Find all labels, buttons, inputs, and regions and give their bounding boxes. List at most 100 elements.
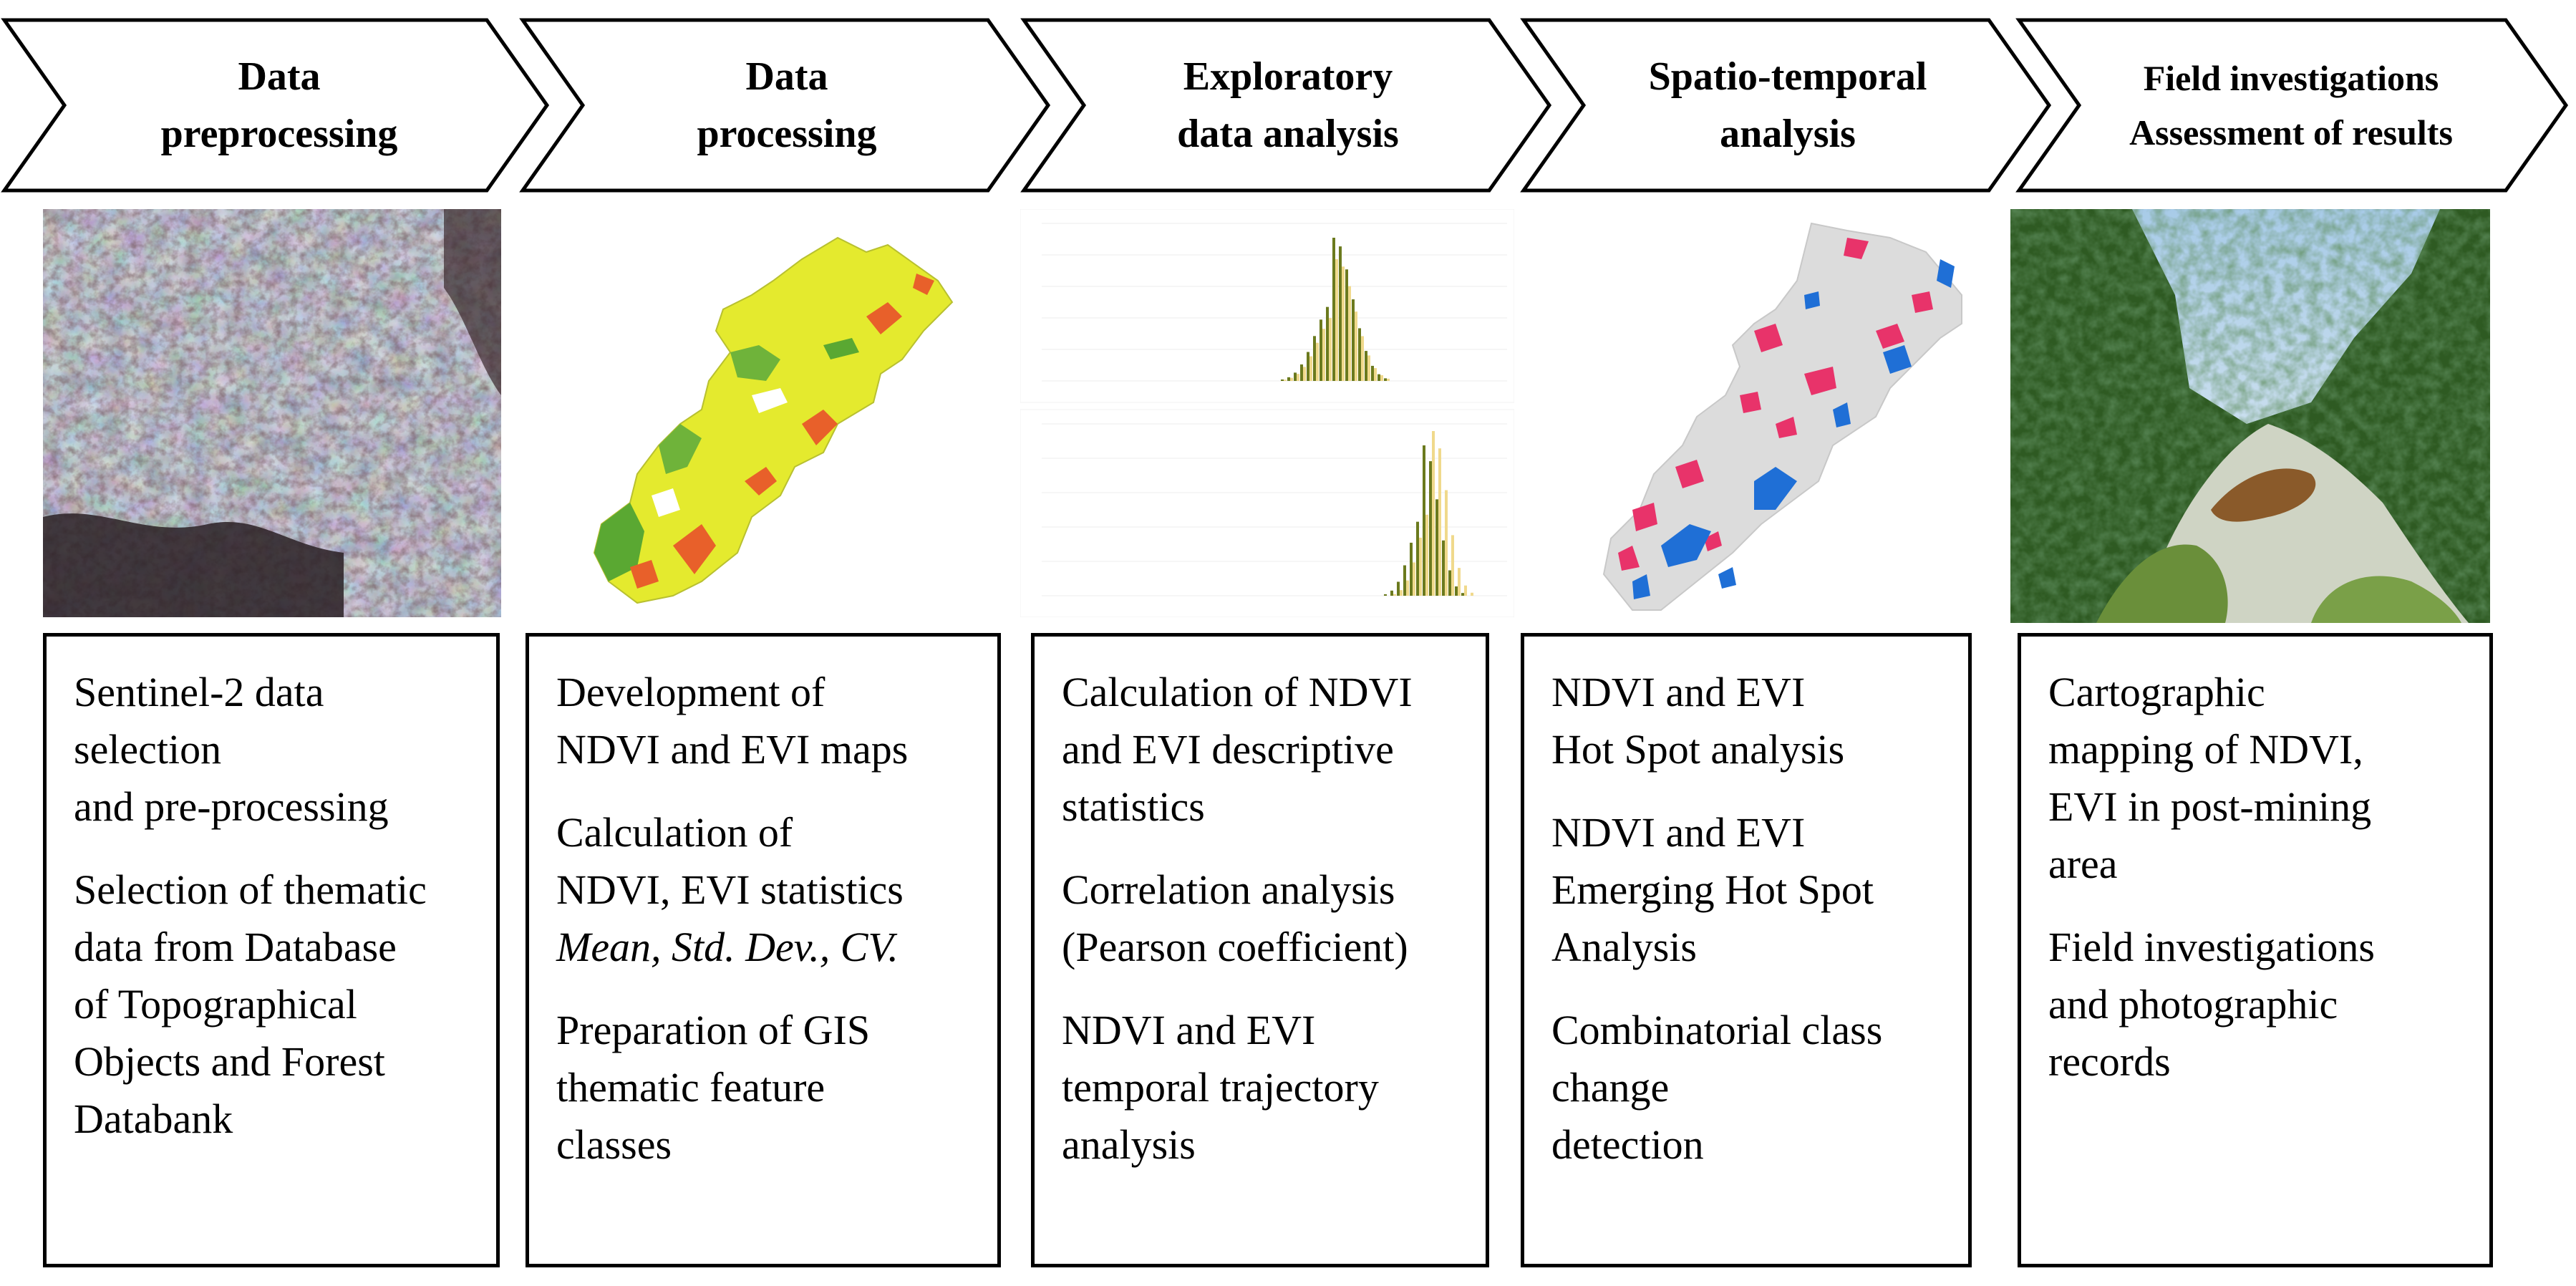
histogram-svg: [1020, 209, 1514, 617]
histogram-bar: [1423, 445, 1425, 596]
histogram-bar: [1361, 336, 1364, 381]
description-paragraph: Preparation of GIS thematic feature clas…: [556, 1007, 871, 1168]
histogram-bar: [1352, 299, 1355, 381]
ndvi-evi-map: [566, 209, 981, 617]
histogram-bar: [1458, 568, 1461, 596]
stage-3-description-box: Calculation of NDVI and EVI descriptive …: [1031, 633, 1489, 1267]
histogram-bar: [1377, 374, 1380, 381]
histogram-bar: [1387, 378, 1390, 381]
description-paragraph: Calculation of NDVI and EVI descriptive …: [1062, 669, 1413, 830]
sentinel-2-satellite-image: [43, 209, 501, 617]
stage-1-header: Data preprocessing: [0, 17, 551, 193]
histogram-bar: [1284, 379, 1287, 381]
stage-5-header: Field investigations Assessment of resul…: [2005, 17, 2569, 193]
description-paragraph: Selection of thematic data from Database…: [74, 866, 427, 1142]
statistics-list: Mean, Std. Dev., CV.: [556, 924, 899, 970]
histogram-bar: [1345, 269, 1348, 381]
histogram-bar: [1303, 367, 1306, 381]
histogram-bar: [1309, 356, 1312, 381]
histogram-bar: [1367, 355, 1370, 381]
histogram-bar: [1397, 581, 1400, 596]
histogram-bar: [1294, 372, 1297, 381]
histogram-bar: [1403, 565, 1406, 596]
description-paragraph: NDVI and EVI temporal trajectory analysi…: [1062, 1007, 1379, 1168]
histogram-bar: [1281, 379, 1284, 381]
stage-1-title: Data preprocessing: [160, 54, 398, 156]
histogram-bar: [1393, 594, 1396, 596]
description-paragraph: NDVI and EVI Emerging Hot Spot Analysis: [1551, 809, 1874, 970]
histogram-bar: [1316, 342, 1319, 381]
histogram-bar: [1322, 329, 1325, 381]
stage-5-description-box: Cartographic mapping of NDVI, EVI in pos…: [2018, 633, 2493, 1267]
histogram-bar: [1425, 514, 1428, 596]
histogram-bar: [1300, 364, 1303, 381]
chevron-shape: [1020, 18, 1552, 193]
stage-1-description-box: Sentinel-2 data selection and pre-proces…: [43, 633, 500, 1267]
stage-5-title: Field investigations Assessment of resul…: [2129, 58, 2453, 153]
chevron-shape: [519, 18, 1051, 193]
stage-4-description-box: NDVI and EVI Hot Spot analysis NDVI and …: [1521, 633, 1972, 1267]
description-paragraph: Cartographic mapping of NDVI, EVI in pos…: [2048, 669, 2372, 887]
histogram-bar: [1371, 365, 1374, 381]
histogram-bar: [1358, 328, 1361, 381]
histogram-bar: [1471, 592, 1473, 596]
description-paragraph: Combinatorial class change detection: [1551, 1007, 1883, 1168]
histogram-bar: [1416, 521, 1419, 596]
description-paragraph: NDVI and EVI Hot Spot analysis: [1551, 669, 1845, 773]
histogram-bar: [1445, 490, 1448, 596]
histogram-bar: [1290, 377, 1293, 381]
histogram-bar: [1406, 580, 1409, 596]
histogram-bar: [1455, 586, 1458, 596]
stage-4-header: Spatio-temporal analysis: [1502, 17, 2053, 193]
histogram-bar: [1355, 311, 1357, 381]
histogram-bar: [1342, 266, 1345, 381]
chevron-shape: [2015, 18, 2569, 193]
stage-4-title: Spatio-temporal analysis: [1648, 54, 1927, 156]
histogram-bar: [1400, 590, 1403, 596]
histogram-bar: [1287, 377, 1290, 381]
histogram-bar: [1307, 352, 1309, 381]
histogram-bar: [1429, 461, 1432, 596]
histogram-bar: [1297, 374, 1299, 381]
field-photo: [2010, 209, 2490, 623]
histogram-bar: [1326, 306, 1329, 381]
histogram-bar: [1384, 378, 1387, 381]
histogram-bar: [1451, 535, 1454, 596]
histogram-bar: [1348, 286, 1351, 381]
histogram-bar: [1410, 542, 1413, 596]
stage-3-header: Exploratory data analysis: [1002, 17, 1554, 193]
statistics-italic-line: Mean, Std. Dev., CV.: [556, 919, 979, 976]
histogram-bar: [1329, 318, 1332, 381]
histogram-bar: [1332, 238, 1335, 381]
histogram-bar: [1464, 585, 1467, 596]
histogram-bar: [1335, 259, 1338, 381]
hot-spot-map: [1589, 209, 1990, 617]
histogram-charts: [1020, 209, 1514, 617]
histogram-bar: [1339, 246, 1342, 381]
description-paragraph: Correlation analysis (Pearson coefficien…: [1062, 866, 1408, 970]
histogram-bar: [1320, 319, 1322, 381]
histogram-bar: [1390, 590, 1393, 596]
histogram-bar: [1438, 448, 1441, 596]
histogram-bar: [1419, 537, 1422, 596]
histogram-bar: [1384, 594, 1387, 596]
description-paragraph: Field investigations and photographic re…: [2048, 924, 2375, 1085]
chevron-shape: [1, 18, 550, 193]
stage-2-header: Data processing: [501, 17, 1052, 193]
description-paragraph: Sentinel-2 data selection and pre-proces…: [74, 669, 389, 830]
description-paragraph: Development of NDVI and EVI maps: [556, 669, 909, 773]
histogram-bar: [1380, 375, 1383, 381]
histogram-bar: [1413, 562, 1415, 596]
histogram-bar: [1374, 368, 1377, 381]
stage-2-title: Data processing: [697, 54, 877, 156]
histogram-bar: [1442, 540, 1445, 596]
histogram-bar: [1432, 431, 1435, 596]
histogram-bar: [1313, 336, 1316, 381]
stage-2-description-box: Development of NDVI and EVI maps Calcula…: [526, 633, 1001, 1267]
stage-3-title: Exploratory data analysis: [1177, 54, 1399, 156]
histogram-bar: [1435, 499, 1438, 596]
histogram-bar: [1448, 570, 1451, 596]
chevron-shape: [1520, 18, 2052, 193]
histogram-bar: [1365, 351, 1367, 381]
description-paragraph: Calculation of NDVI, EVI statistics: [556, 809, 904, 913]
